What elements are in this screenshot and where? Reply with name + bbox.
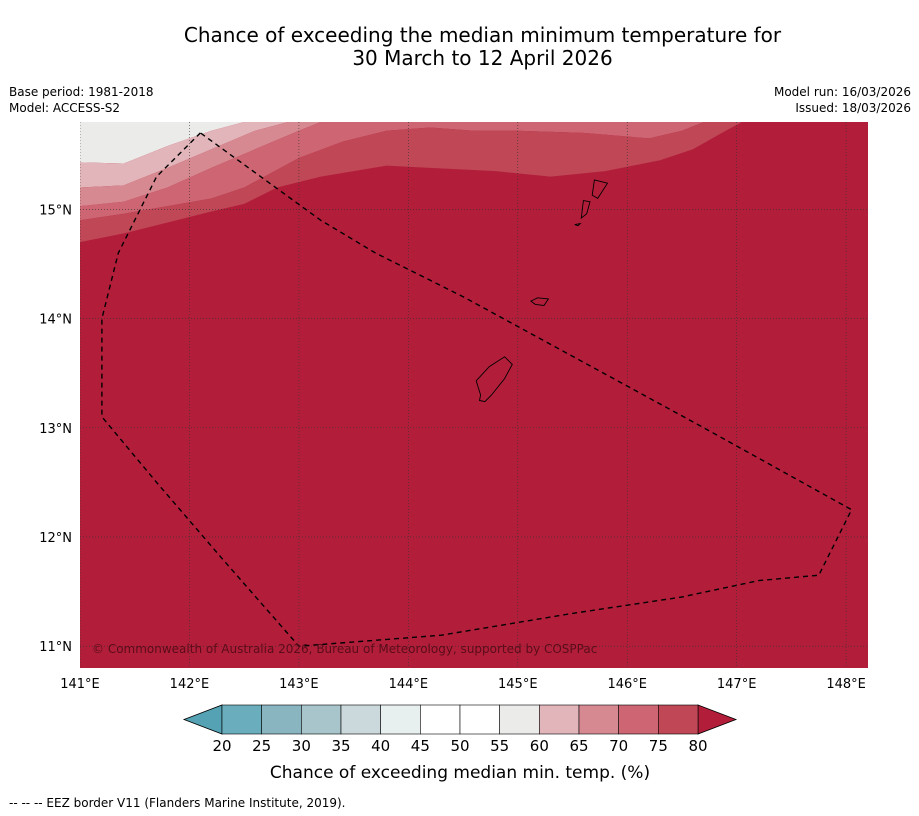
colorbar-swatch (499, 704, 540, 735)
colorbar-tick-label: 80 (688, 737, 707, 755)
colorbar-tick-label: 55 (490, 737, 509, 755)
colorbar-swatch (221, 704, 262, 735)
lat-tick-label: 13°N (39, 422, 72, 437)
axis-labels: 141°E 142°E 143°E 144°E 145°E 146°E 147°E 148°E… (39, 203, 866, 692)
island-rota (530, 297, 550, 306)
colorbar-swatch (459, 704, 500, 735)
graticule (80, 122, 868, 668)
island-guam (475, 356, 513, 403)
colorbar-tick-label: 20 (212, 737, 231, 755)
colorbar-tick-label: 45 (411, 737, 430, 755)
colorbar-swatch (340, 704, 381, 735)
issued-text: Issued: 18/03/2026 (795, 101, 911, 115)
lon-tick-label: 145°E (498, 677, 538, 692)
colorbar-tick-label: 25 (252, 737, 271, 755)
colorbar-label: Chance of exceeding median min. temp. (%… (270, 763, 650, 783)
colorbar-over-arrow (697, 704, 738, 735)
lon-tick-label: 147°E (717, 677, 757, 692)
colorbar-swatch (658, 704, 699, 735)
lon-tick-label: 142°E (170, 677, 210, 692)
colorbar-swatch (380, 704, 421, 735)
colorbar-tick-label: 40 (371, 737, 390, 755)
lat-tick-label: 12°N (39, 531, 72, 546)
colorbar-tick-label: 75 (649, 737, 668, 755)
map-title-line2: 30 March to 12 April 2026 (352, 46, 613, 70)
island-tinian (580, 200, 591, 220)
colorbar-tick-label: 30 (292, 737, 311, 755)
colorbar-swatch (578, 704, 619, 735)
islands (475, 179, 609, 403)
copyright-text: © Commonwealth of Australia 2026, Bureau… (92, 642, 597, 656)
meta-right: Model run: 16/03/2026 Issued: 18/03/2026 (774, 84, 911, 116)
lat-tick-label: 11°N (39, 640, 72, 655)
lon-tick-label: 141°E (60, 677, 100, 692)
colorbar-swatch (618, 704, 659, 735)
lon-tick-label: 143°E (279, 677, 319, 692)
lon-tick-label: 148°E (826, 677, 866, 692)
contour-band-75-80 (80, 122, 868, 243)
lat-tick-label: 14°N (39, 313, 72, 328)
colorbar-tick-label: 50 (450, 737, 469, 755)
colorbar-swatch (420, 704, 461, 735)
model-run-text: Model run: 16/03/2026 (773, 85, 911, 99)
island-saipan (591, 179, 609, 200)
island-aguijan (574, 222, 582, 227)
colorbar-swatch (539, 704, 580, 735)
colorbar-tick-label: 60 (530, 737, 549, 755)
colorbar-tick-label: 65 (569, 737, 588, 755)
eez-footnote: -- -- -- EEZ border V11 (Flanders Marine… (9, 796, 346, 810)
contour-band-70-75 (80, 122, 868, 221)
colorbar-under-arrow (182, 704, 223, 735)
contour-band-55-60 (80, 122, 868, 164)
lon-tick-label: 144°E (389, 677, 429, 692)
lat-tick-label: 15°N (39, 203, 72, 218)
eez-border (101, 132, 853, 647)
model-text: Model: ACCESS-S2 (9, 101, 121, 115)
base-period-text: Base period: 1981-2018 (9, 85, 154, 99)
lon-tick-label: 146°E (607, 677, 647, 692)
contour-bands (80, 122, 868, 243)
colorbar-tick-label: 70 (609, 737, 628, 755)
colorbar-swatch (301, 704, 342, 735)
colorbar: 20 25 30 35 40 45 50 55 60 65 70 75 80 (182, 704, 738, 755)
meta-left: Base period: 1981-2018 Model: ACCESS-S2 (9, 84, 154, 116)
colorbar-tick-label: 35 (331, 737, 350, 755)
colorbar-swatch (261, 704, 302, 735)
map-title-line1: Chance of exceeding the median minimum t… (183, 23, 782, 47)
